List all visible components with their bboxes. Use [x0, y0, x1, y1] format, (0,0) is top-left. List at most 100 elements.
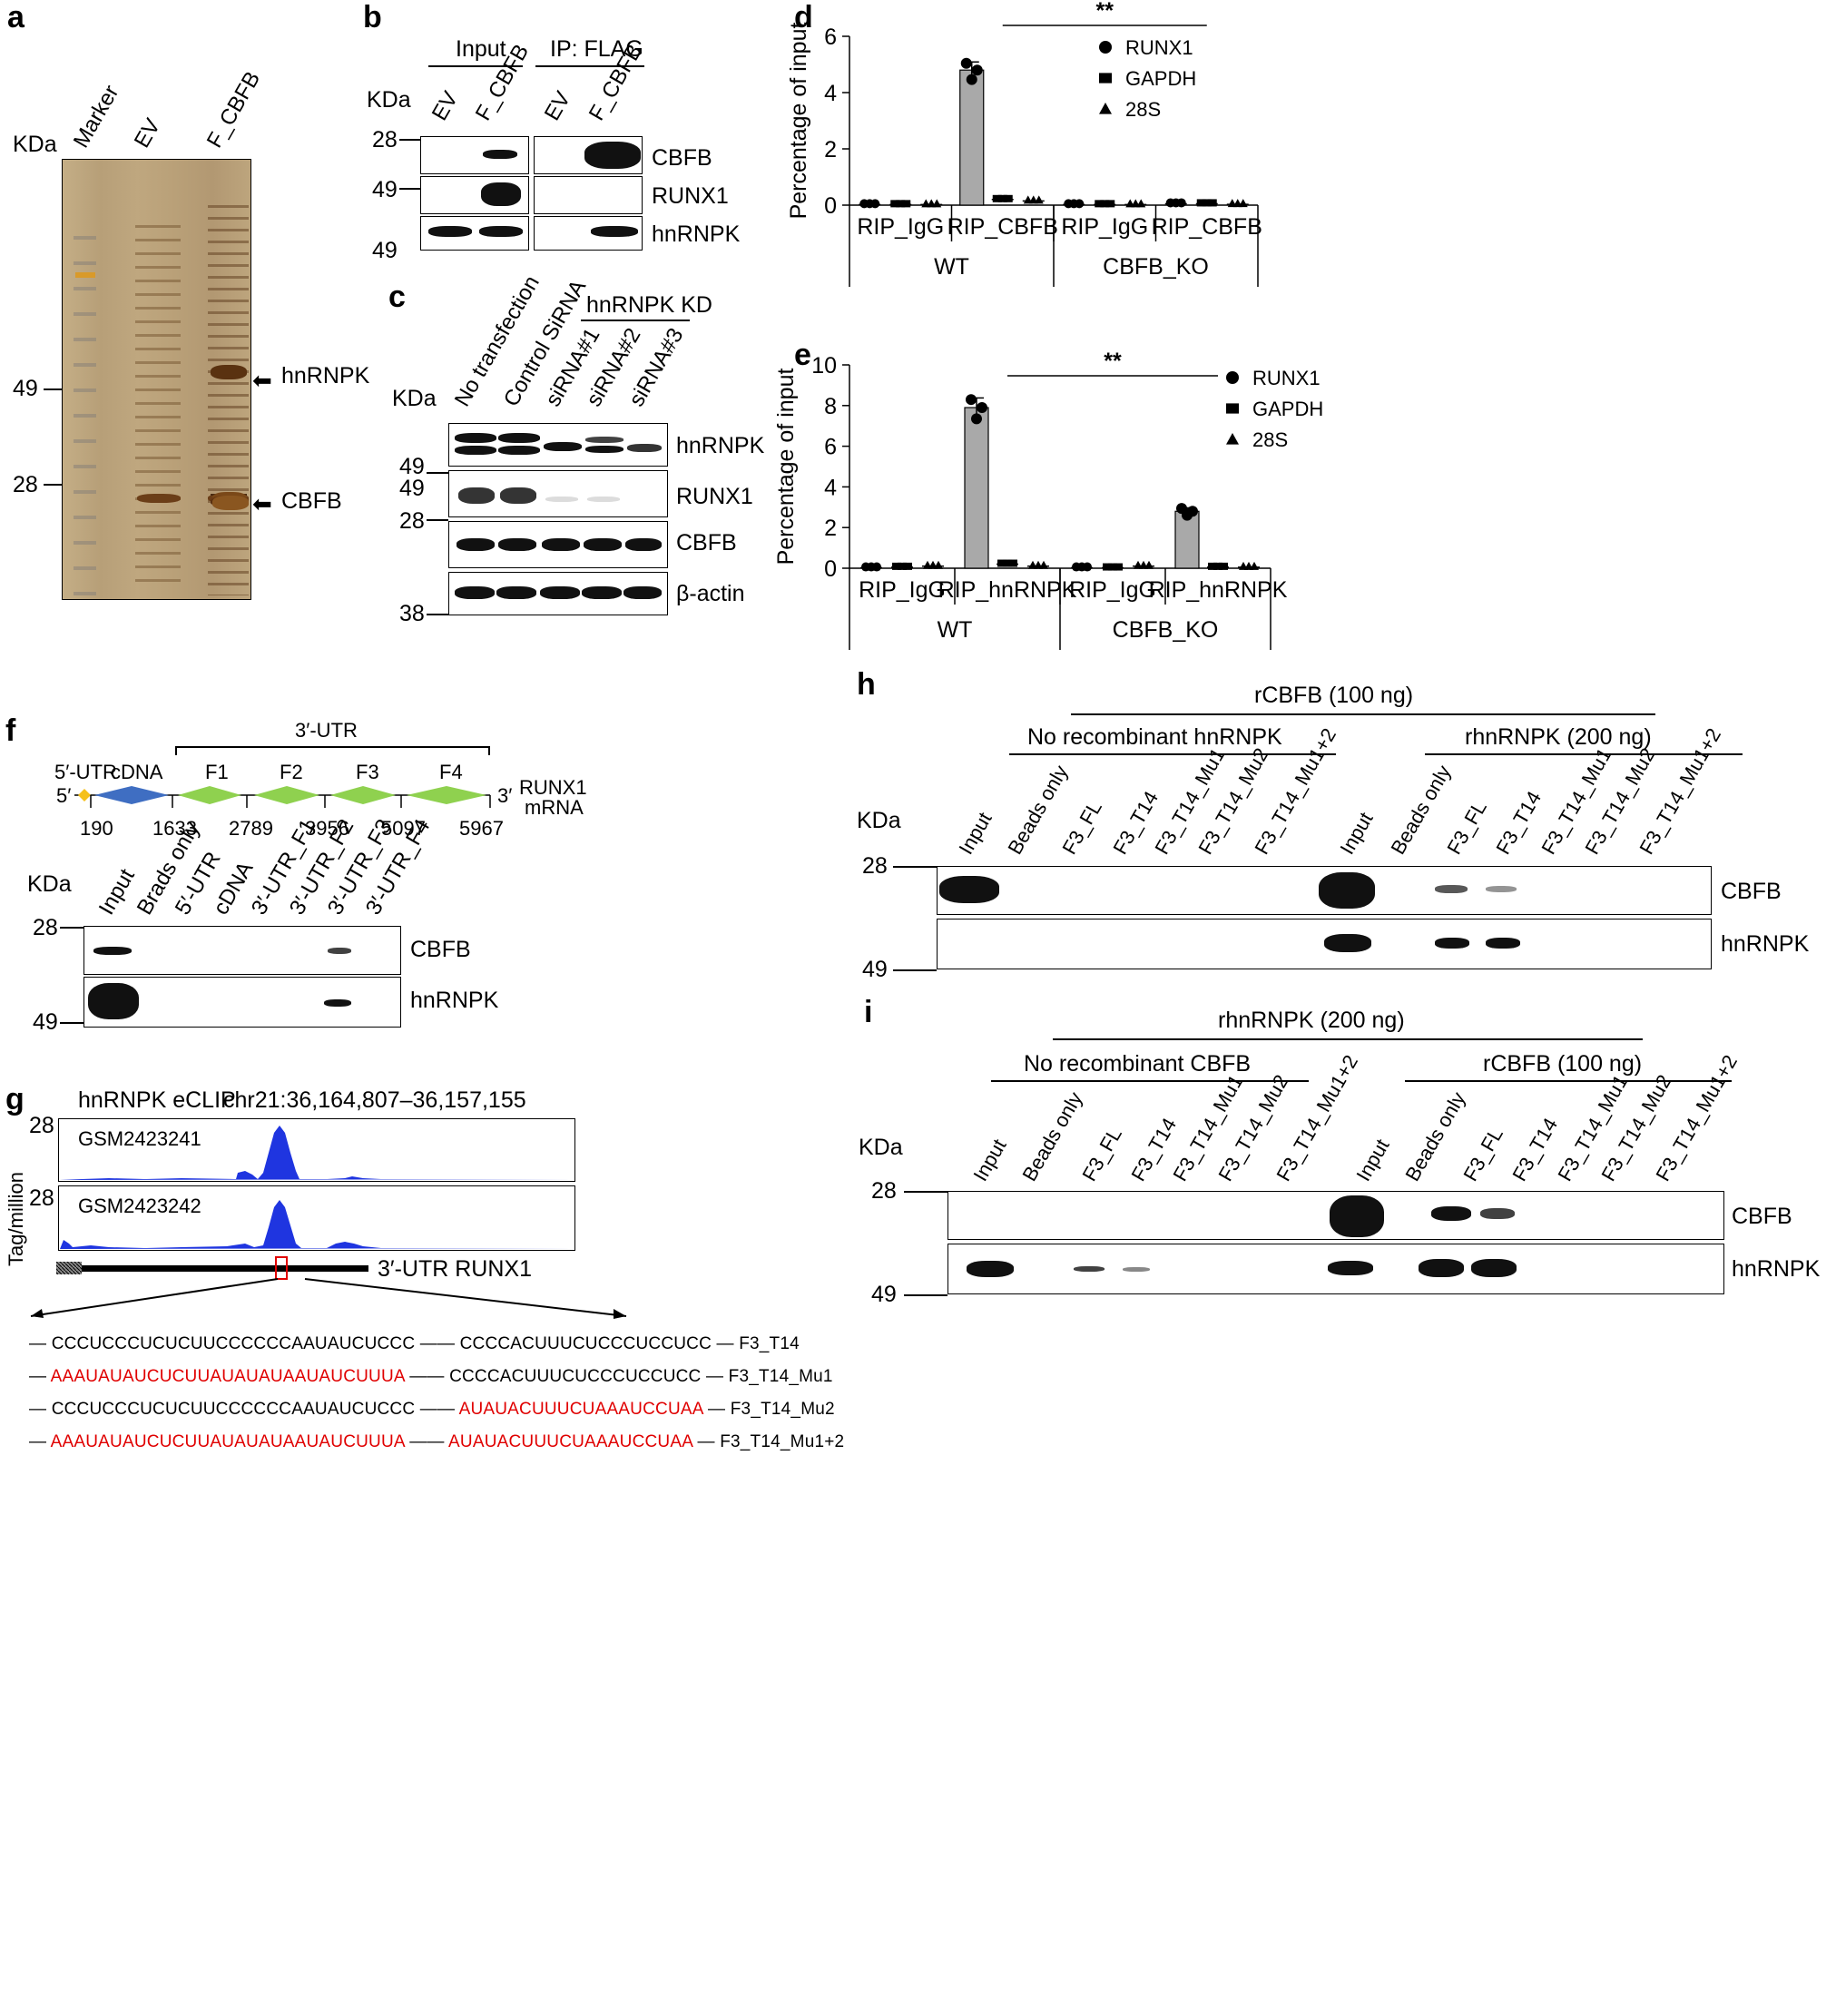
sequence-row: — CCCUCCCUCUCUUCCCCCCAAUAUCUCCC —— CCCCA…	[29, 1334, 800, 1353]
track-ymax: 28	[29, 1185, 54, 1211]
seq-a: AAAUAUAUCUCUUAUAUAUAAUAUCUUUA	[50, 1432, 405, 1451]
seq-a: CCCUCCCUCUCUUCCCCCCAAUAUCUCCC	[51, 1400, 416, 1419]
group-label: IP: FLAG	[550, 36, 643, 62]
arrow-icon: ⬅	[252, 367, 272, 394]
blot-hnrnpk	[448, 423, 668, 467]
blot-b-actin	[448, 572, 668, 615]
mrna-label: RUNX1	[519, 776, 587, 799]
group-label: hnRNPK KD	[586, 292, 712, 318]
seq-name: F3_T14_Mu1	[728, 1367, 833, 1386]
group-left: No recombinant hnRNPK	[1027, 724, 1282, 750]
kda-label: KDa	[392, 386, 437, 411]
blot-hnrnpk	[83, 977, 401, 1028]
seq-name: F3_T14_Mu1+2	[720, 1432, 845, 1451]
panel-letter-f: f	[5, 713, 16, 748]
track-id: GSM2423241	[78, 1127, 201, 1150]
gene-label: 3′-UTR RUNX1	[378, 1256, 532, 1282]
protein-label: β-actin	[676, 581, 745, 606]
seq-a: CCCUCCCUCUCUUCCCCCCAAUAUCUCCC	[51, 1334, 416, 1353]
group-right: rCBFB (100 ng)	[1483, 1051, 1643, 1077]
protein-label: RUNX1	[652, 183, 729, 209]
marker: 49	[871, 1282, 897, 1307]
region-label: F1	[205, 761, 229, 783]
protein-label: hnRNPK	[676, 433, 765, 458]
blot-runx1	[448, 470, 668, 517]
group-label: Input	[456, 36, 506, 62]
marker: 28	[399, 508, 425, 534]
kda-label: KDa	[857, 808, 901, 833]
seq-b: CCCCACUUUCUCCCUCCUCC	[449, 1367, 702, 1386]
blot-hnrnpk	[937, 919, 1712, 969]
seq-b: AUAUACUUUCUAAAUCCUAA	[448, 1432, 693, 1451]
protein-label: CBFB	[1732, 1204, 1792, 1229]
blot-cbfb-ip	[534, 136, 643, 174]
sequence-row: — CCCUCCCUCUCUUCCCCCCAAUAUCUCCC —— AUAUA…	[29, 1400, 835, 1419]
blot-cbfb	[937, 866, 1712, 915]
sequence-row: — AAAUAUAUCUCUUAUAUAUAAUAUCUUUA —— CCCCA…	[29, 1367, 833, 1386]
position-label: 3956	[305, 817, 349, 840]
marker: 38	[399, 601, 425, 626]
arrow-label-cbfb: CBFB	[281, 488, 342, 514]
track-ymax: 28	[29, 1113, 54, 1138]
protein-label: hnRNPK	[410, 988, 499, 1013]
silver-stain-gel	[62, 159, 251, 600]
marker: 49	[399, 476, 425, 501]
marker: 28	[871, 1178, 897, 1204]
kda-label: KDa	[859, 1135, 903, 1160]
marker: 49	[33, 1009, 58, 1035]
track-box	[58, 1185, 575, 1251]
panel-letter-b: b	[363, 0, 382, 34]
protein-label: hnRNPK	[1721, 931, 1810, 957]
panel-letter-e: e	[794, 338, 811, 372]
kda-label: KDa	[367, 87, 411, 113]
track-box	[58, 1118, 575, 1182]
sequence-row: — AAAUAUAUCUCUUAUAUAUAAUAUCUUUA —— AUAUA…	[29, 1432, 845, 1451]
protein-label: hnRNPK	[1732, 1256, 1821, 1282]
protein-label: CBFB	[652, 145, 712, 171]
blot-hnrnpk-input	[420, 216, 529, 251]
region-label: F3	[356, 761, 379, 783]
marker: 49	[372, 177, 398, 202]
marker: 28	[862, 853, 888, 879]
group-right: rhnRNPK (200 ng)	[1465, 724, 1652, 750]
seq-name: F3_T14	[739, 1334, 800, 1353]
region-label: cDNA	[111, 761, 163, 783]
utr3-label: 3′-UTR	[295, 719, 358, 742]
marker: 49	[862, 957, 888, 982]
protein-label: RUNX1	[676, 484, 753, 509]
panel-letter-h: h	[857, 667, 876, 702]
blot-cbfb	[83, 926, 401, 975]
panel-letter-i: i	[864, 995, 873, 1029]
blot-cbfb	[947, 1191, 1724, 1240]
protein-label: CBFB	[410, 937, 471, 962]
seq-a: AAAUAUAUCUCUUAUAUAUAAUAUCUUUA	[50, 1367, 405, 1386]
blot-cbfb-input	[420, 136, 529, 174]
panel-letter-d: d	[794, 0, 813, 34]
eclip-title: hnRNPK eCLIP	[78, 1087, 236, 1113]
marker: 49	[399, 454, 425, 479]
kda-label: KDa	[27, 871, 72, 897]
track-id: GSM2423242	[78, 1195, 201, 1217]
marker: 28	[33, 915, 58, 940]
blot-hnrnpk	[947, 1244, 1724, 1294]
kda-label: KDa	[13, 132, 57, 157]
blot-runx1-ip	[534, 176, 643, 214]
header-top: rhnRNPK (200 ng)	[1218, 1008, 1405, 1033]
region-label: 5′-UTR	[54, 761, 117, 783]
position-label: 5967	[459, 817, 504, 840]
marker-49: 49	[13, 376, 38, 401]
three-prime: 3′	[497, 784, 513, 807]
protein-label: CBFB	[1721, 879, 1782, 904]
panel-letter-c: c	[388, 280, 406, 314]
seq-b: CCCCACUUUCUCCCUCCUCC	[459, 1334, 712, 1353]
group-left: No recombinant CBFB	[1024, 1051, 1252, 1077]
position-label: 5097	[381, 817, 426, 840]
protein-label: hnRNPK	[652, 221, 741, 247]
seq-b: AUAUACUUUCUAAAUCCUAA	[458, 1400, 703, 1419]
region-label: F4	[439, 761, 463, 783]
panel-letter-a: a	[7, 0, 25, 34]
marker: 28	[372, 127, 398, 152]
marker-28: 28	[13, 472, 38, 497]
